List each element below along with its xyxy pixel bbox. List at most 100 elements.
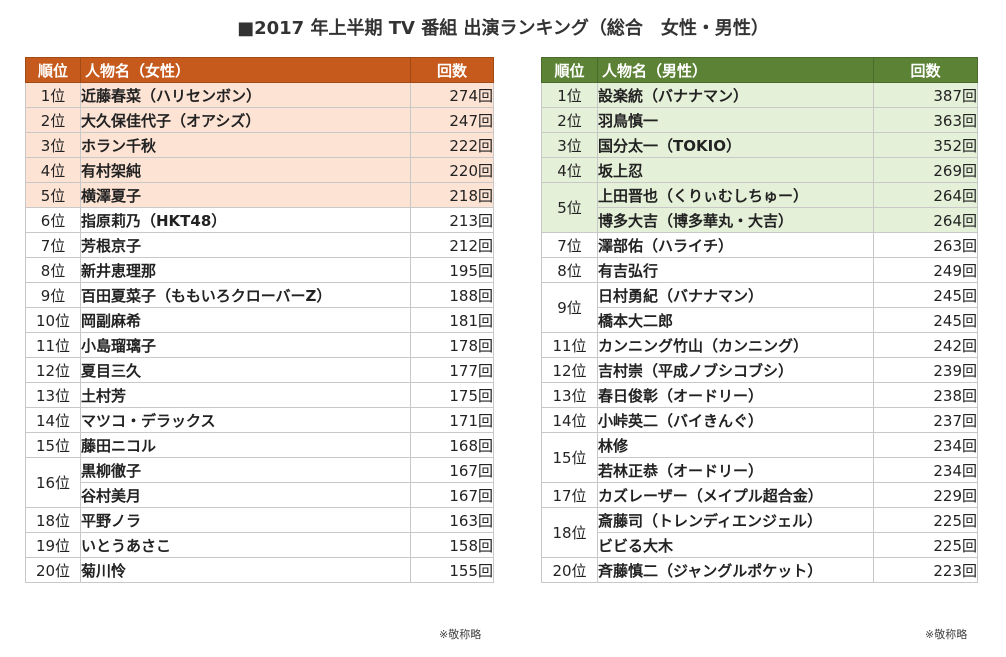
table-header-row: 順位 人物名（女性） 回数	[25, 57, 494, 83]
table-row: 7位 澤部佑（ハライチ） 263回	[541, 232, 978, 258]
name-cell: カンニング竹山（カンニング）	[597, 332, 874, 358]
rank-cell: 20位	[25, 557, 81, 583]
name-cell: 岡副麻希	[80, 307, 411, 333]
count-cell: 220回	[410, 157, 494, 183]
name-cell: 菊川怜	[80, 557, 411, 583]
name-cell: いとうあさこ	[80, 532, 411, 558]
count-cell: 238回	[873, 382, 978, 408]
name-header: 人物名（女性）	[80, 57, 411, 83]
count-cell: 171回	[410, 407, 494, 433]
honorifics-note: ※敬称略	[925, 628, 968, 641]
table-row: 若林正恭（オードリー） 234回	[542, 457, 978, 483]
count-cell: 168回	[410, 432, 494, 458]
count-cell: 237回	[873, 407, 978, 433]
female-ranking-table: 順位 人物名（女性） 回数 1位 近藤春菜（ハリセンボン） 274回 2位 大久保佳代子…	[25, 57, 494, 583]
count-cell: 167回	[410, 482, 494, 508]
rank-cell: 7位	[541, 232, 598, 258]
table-row: 11位 小島瑠璃子 178回	[25, 332, 494, 358]
rank-cell: 11位	[541, 332, 598, 358]
count-cell: 218回	[410, 182, 494, 208]
rank-header: 順位	[25, 57, 81, 83]
name-cell: 設楽統（バナナマン）	[597, 82, 874, 108]
table-row: 2位 大久保佳代子（オアシズ） 247回	[25, 107, 494, 133]
table-row: 18位 斎藤司（トレンディエンジェル） 225回	[541, 507, 978, 558]
table-row: 13位 春日俊彰（オードリー） 238回	[541, 382, 978, 408]
rank-cell: 4位	[25, 157, 81, 183]
table-row: 橋本大二郎 245回	[542, 307, 978, 333]
table-row: 5位 横澤夏子 218回	[25, 182, 494, 208]
table-row: 20位 菊川怜 155回	[25, 557, 494, 583]
count-cell: 213回	[410, 207, 494, 233]
table-row: 8位 有吉弘行 249回	[541, 257, 978, 283]
name-cell: 新井恵理那	[80, 257, 411, 283]
count-cell: 163回	[410, 507, 494, 533]
rank-cell: 12位	[541, 357, 598, 383]
table-row: 4位 有村架純 220回	[25, 157, 494, 183]
rank-cell: 1位	[25, 82, 81, 108]
name-cell: 吉村崇（平成ノブシコブシ）	[597, 357, 874, 383]
rank-cell: 6位	[25, 207, 81, 233]
count-cell: 274回	[410, 82, 494, 108]
count-header: 回数	[873, 57, 978, 83]
name-cell: 国分太一（TOKIO）	[597, 132, 874, 158]
rank-cell: 9位	[541, 282, 598, 333]
rank-cell: 17位	[541, 482, 598, 508]
name-cell: 指原莉乃（HKT48）	[80, 207, 411, 233]
count-cell: 352回	[873, 132, 978, 158]
table-row: 17位 カズレーザー（メイプル超合金） 229回	[541, 482, 978, 508]
name-cell: 上田晋也（くりぃむしちゅー）	[597, 182, 874, 208]
count-cell: 212回	[410, 232, 494, 258]
name-cell: ビビる大木	[597, 532, 874, 558]
rank-header: 順位	[541, 57, 598, 83]
name-cell: 黒柳徹子	[80, 457, 411, 483]
table-row: 15位 林修 234回	[541, 432, 978, 483]
count-cell: 188回	[410, 282, 494, 308]
count-cell: 178回	[410, 332, 494, 358]
rank-cell: 20位	[541, 557, 598, 583]
rank-cell: 15位	[541, 432, 598, 483]
name-cell: 芳根京子	[80, 232, 411, 258]
table-row: 3位 ホラン千秋 222回	[25, 132, 494, 158]
name-cell: 小峠英二（バイきんぐ）	[597, 407, 874, 433]
table-row: 13位 土村芳 175回	[25, 382, 494, 408]
name-cell: マツコ・デラックス	[80, 407, 411, 433]
table-row: 19位 いとうあさこ 158回	[25, 532, 494, 558]
honorifics-note: ※敬称略	[439, 628, 482, 641]
table-row: 9位 日村勇紀（バナナマン） 245回	[541, 282, 978, 333]
count-cell: 247回	[410, 107, 494, 133]
rank-cell: 14位	[541, 407, 598, 433]
rank-cell: 10位	[25, 307, 81, 333]
count-cell: 242回	[873, 332, 978, 358]
count-cell: 245回	[873, 282, 978, 308]
name-cell: 夏目三久	[80, 357, 411, 383]
name-cell: ホラン千秋	[80, 132, 411, 158]
table-row: 16位 黒柳徹子 167回	[25, 457, 494, 508]
table-row: 1位 設楽統（バナナマン） 387回	[541, 82, 978, 108]
table-row: 9位 百田夏菜子（ももいろクローバーZ） 188回	[25, 282, 494, 308]
table-row: 2位 羽鳥慎一 363回	[541, 107, 978, 133]
count-cell: 269回	[873, 157, 978, 183]
table-header-row: 順位 人物名（男性） 回数	[541, 57, 978, 83]
name-cell: 百田夏菜子（ももいろクローバーZ）	[80, 282, 411, 308]
rank-cell: 7位	[25, 232, 81, 258]
count-cell: 155回	[410, 557, 494, 583]
table-row: 5位 上田晋也（くりぃむしちゅー） 264回	[541, 182, 978, 233]
rank-cell: 3位	[25, 132, 81, 158]
rank-cell: 5位	[541, 182, 598, 233]
table-row: 博多大吉（博多華丸・大吉） 264回	[542, 207, 978, 233]
rank-cell: 13位	[25, 382, 81, 408]
name-cell: 大久保佳代子（オアシズ）	[80, 107, 411, 133]
name-cell: 斉藤慎二（ジャングルポケット）	[597, 557, 874, 583]
name-cell: 若林正恭（オードリー）	[597, 457, 874, 483]
name-cell: 近藤春菜（ハリセンボン）	[80, 82, 411, 108]
rank-cell: 16位	[25, 457, 81, 508]
name-cell: 博多大吉（博多華丸・大吉）	[597, 207, 874, 233]
name-cell: 横澤夏子	[80, 182, 411, 208]
name-cell: 斎藤司（トレンディエンジェル）	[597, 507, 874, 533]
table-row: 12位 吉村崇（平成ノブシコブシ） 239回	[541, 357, 978, 383]
count-header: 回数	[410, 57, 494, 83]
count-cell: 263回	[873, 232, 978, 258]
rank-cell: 14位	[25, 407, 81, 433]
rank-cell: 4位	[541, 157, 598, 183]
table-row: 1位 近藤春菜（ハリセンボン） 274回	[25, 82, 494, 108]
